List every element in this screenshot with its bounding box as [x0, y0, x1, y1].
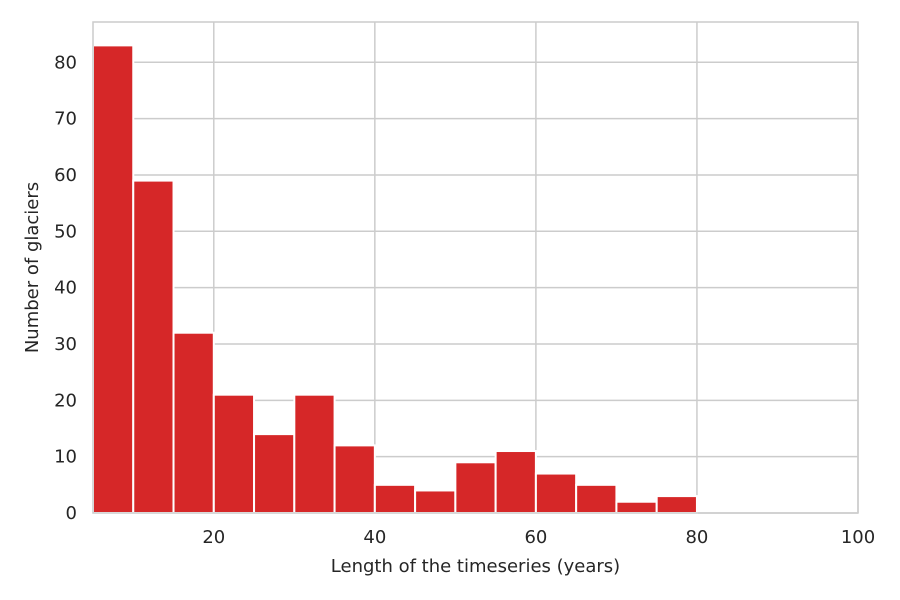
- y-tick-label: 50: [54, 221, 77, 242]
- histogram-bar: [212, 393, 256, 514]
- y-tick-label: 20: [54, 390, 77, 411]
- y-tick-label: 80: [54, 52, 77, 73]
- x-tick-label: 40: [363, 527, 386, 548]
- y-tick-labels: 0 10 20 30 40 50 60 70 80: [54, 52, 77, 524]
- histogram-bar: [172, 331, 215, 514]
- y-tick-label: 60: [54, 165, 77, 186]
- histogram-bar: [494, 450, 537, 515]
- histogram-bar: [132, 179, 175, 514]
- y-tick-label: 30: [54, 334, 77, 355]
- y-tick-label: 10: [54, 447, 77, 468]
- histogram-bar: [373, 483, 417, 514]
- histogram-bar: [333, 444, 376, 514]
- histogram-bar: [615, 500, 658, 515]
- histogram-bar: [534, 472, 578, 515]
- histogram-bar: [253, 433, 296, 515]
- histogram-bar: [655, 495, 698, 515]
- histogram-bar: [92, 44, 135, 514]
- y-axis-label: Number of glaciers: [22, 182, 43, 353]
- histogram-bar: [575, 483, 618, 514]
- x-tick-label: 20: [202, 527, 225, 548]
- histogram-bar: [293, 393, 336, 514]
- x-tick-label: 100: [841, 527, 875, 548]
- x-tick-label: 80: [685, 527, 708, 548]
- plot-frame: [92, 21, 859, 514]
- y-tick-label: 0: [66, 503, 77, 524]
- y-tick-label: 70: [54, 109, 77, 130]
- histogram-bars: [92, 44, 698, 515]
- x-axis-label: Length of the timeseries (years): [331, 556, 620, 577]
- x-tick-label: 60: [524, 527, 547, 548]
- x-tick-labels: 20 40 60 80 100: [202, 527, 875, 548]
- histogram-bar: [414, 489, 457, 514]
- y-tick-label: 40: [54, 278, 77, 299]
- histogram-bar: [454, 461, 497, 514]
